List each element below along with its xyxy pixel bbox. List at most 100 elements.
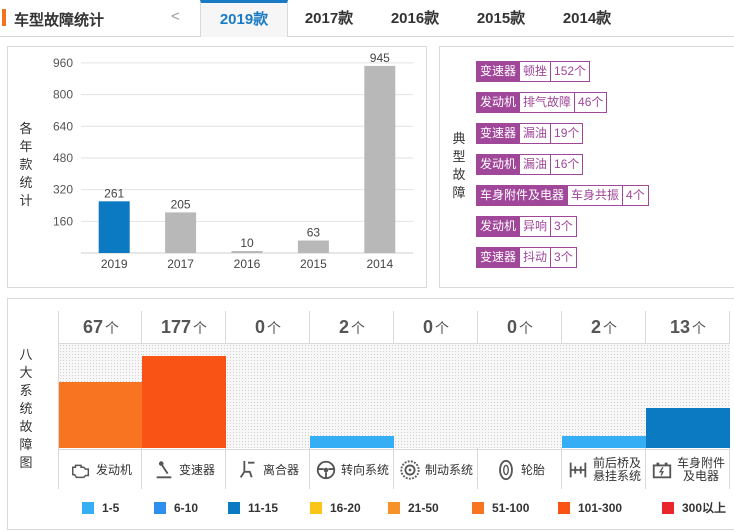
vertical-label-char: 故: [452, 167, 466, 182]
fault-tag: 发动机 排气故障 46个: [476, 92, 608, 113]
tab-bar: 车型故障统计 < 2019款 2017款 2016款 2015款 2014款: [0, 0, 734, 37]
system-count-unit: 个: [519, 320, 533, 336]
system-column[interactable]: 13 个车身附件 及电器: [646, 311, 730, 489]
legend-swatch: [228, 502, 240, 514]
fault-item[interactable]: 车身附件及电器 车身共振 4个: [476, 185, 649, 216]
tab-year-0[interactable]: 2019款: [200, 0, 288, 37]
system-count-value: 67: [82, 317, 104, 337]
legend-label: 1-5: [102, 501, 120, 515]
system-bar: [142, 356, 226, 448]
fault-system: 发动机: [477, 217, 520, 236]
fault-tag: 发动机 异响 3个: [476, 216, 577, 237]
fault-item[interactable]: 发动机 排气故障 46个: [476, 92, 649, 123]
tire-icon: [495, 459, 517, 481]
system-label: 车身附件 及电器: [646, 449, 730, 490]
fault-system: 变速器: [477, 62, 520, 81]
system-name-line: 车身附件: [676, 456, 725, 470]
y-tick-label: 320: [53, 183, 73, 197]
vertical-label-char: 典: [452, 131, 466, 146]
vertical-label-char: 障: [452, 185, 466, 200]
system-name-line: 制动系统: [424, 462, 473, 477]
fault-tag: 变速器 漏油 19个: [476, 123, 584, 144]
legend-label: 101-300: [578, 501, 623, 515]
system-name: 前后桥及 悬挂系统: [593, 457, 641, 483]
fault-tag: 车身附件及电器 车身共振 4个: [476, 185, 649, 206]
y-tick-label: 480: [53, 151, 73, 165]
fault-item[interactable]: 发动机 漏油 16个: [476, 154, 649, 185]
system-name: 变速器: [178, 462, 215, 477]
system-name: 车身附件 及电器: [677, 457, 725, 483]
tab-year-1[interactable]: 2017款: [304, 10, 354, 27]
fault-item[interactable]: 变速器 抖动 3个: [476, 247, 649, 278]
bar: [297, 240, 329, 253]
yearly-fault-chart: 160 320 480 640 800 960 261 2019 205 2017 10 2016 63…: [53, 51, 413, 271]
system-label: 轮胎: [478, 449, 562, 490]
system-count-value: 0: [506, 317, 517, 337]
engine-icon: [70, 459, 92, 481]
system-count-value: 2: [338, 317, 349, 337]
system-bar-area: [478, 344, 562, 448]
system-label: 变速器: [142, 449, 226, 490]
title-accent-bar: [2, 9, 6, 26]
system-name-line: 变速器: [178, 462, 215, 477]
y-tick-label: 640: [53, 119, 73, 133]
legend-label: 21-50: [408, 501, 439, 515]
fault-item[interactable]: 变速器 顿挫 152个: [476, 61, 649, 92]
bar-value-label: 63: [307, 226, 321, 240]
legend-item: 16-20: [310, 499, 361, 517]
x-tick-label: 2016: [234, 257, 261, 271]
system-count-unit: 个: [267, 320, 281, 336]
y-tick-label: 960: [53, 56, 73, 70]
vertical-label-char: 各: [19, 121, 33, 136]
x-tick-label: 2015: [300, 257, 327, 271]
fault-system: 变速器: [477, 124, 520, 143]
system-fault-count: 13 个: [646, 311, 730, 344]
system-column[interactable]: 0 个离合器: [226, 311, 310, 489]
vertical-label-char: 系: [19, 383, 33, 398]
system-column[interactable]: 0 个轮胎: [478, 311, 562, 489]
system-column[interactable]: 67 个发动机: [58, 311, 143, 489]
typical-faults-panel: 典型故障 变速器 顿挫 152个 发动机 排气故障 46个 变速器 漏油 19个 发动机 漏油 16个…: [439, 46, 734, 288]
fault-issue: 抖动: [519, 248, 551, 267]
fault-item[interactable]: 变速器 漏油 19个: [476, 123, 649, 154]
x-tick-label: 2019: [101, 257, 128, 271]
system-label: 离合器: [226, 449, 310, 490]
bar-value-label: 945: [370, 51, 390, 65]
vertical-label-char: 障: [19, 437, 33, 452]
system-column[interactable]: 0 个制动系统: [394, 311, 478, 489]
legend-item: 6-10: [154, 499, 198, 517]
tab-year-2[interactable]: 2016款: [390, 10, 440, 27]
fault-issue: 异响: [519, 217, 551, 236]
fault-issue: 漏油: [519, 155, 551, 174]
fault-item[interactable]: 发动机 异响 3个: [476, 216, 649, 247]
system-column[interactable]: 2 个前后桥及 悬挂系统: [562, 311, 646, 489]
fault-count: 16个: [550, 155, 583, 174]
prev-arrow-icon[interactable]: <: [171, 8, 180, 25]
system-name: 轮胎: [521, 463, 545, 477]
system-name-line: 前后桥及: [592, 456, 641, 470]
vertical-label-char: 八: [19, 347, 33, 362]
system-label: 前后桥及 悬挂系统: [562, 449, 646, 490]
bar: [98, 201, 130, 253]
system-column[interactable]: 177 个变速器: [142, 311, 226, 489]
tab-year-4[interactable]: 2014款: [562, 10, 612, 27]
clutch-pedal-icon: [237, 459, 259, 481]
y-tick-label: 160: [53, 214, 73, 228]
system-name: 转向系统: [341, 463, 389, 477]
steering-wheel-icon: [315, 459, 337, 481]
legend-item: 51-100: [472, 499, 529, 517]
legend-label: 16-20: [330, 501, 361, 515]
vertical-label-char: 型: [452, 149, 466, 164]
system-column[interactable]: 2 个转向系统: [310, 311, 394, 489]
legend-item: 1-5: [82, 499, 119, 517]
legend-label: 6-10: [174, 501, 199, 515]
fault-system: 变速器: [477, 248, 520, 267]
x-tick-label: 2017: [167, 257, 194, 271]
system-count-value: 0: [422, 317, 433, 337]
tab-year-3[interactable]: 2015款: [476, 10, 526, 27]
severity-legend: 1-5 6-10 11-15 16-20 21-50 51-100 101-300 300以上: [82, 499, 732, 519]
bar: [364, 65, 396, 253]
vertical-label-char: 统: [19, 401, 33, 416]
system-fault-count: 177 个: [142, 311, 226, 344]
